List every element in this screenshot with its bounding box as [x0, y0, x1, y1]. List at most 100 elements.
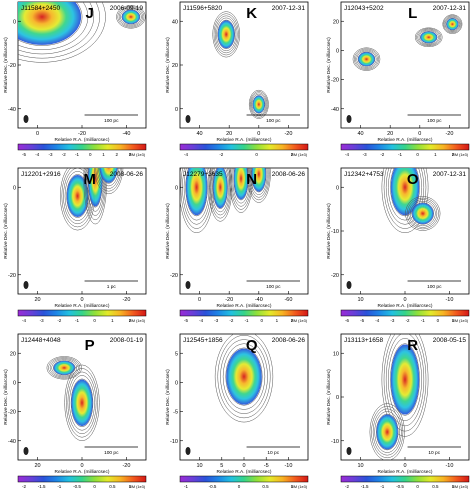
colorbar [340, 309, 470, 317]
contour-line [383, 168, 427, 229]
colorbar-tick-label: -4 [375, 318, 379, 323]
x-axis-label: Relative R.A. (milliarcsec) [217, 303, 272, 309]
colorbar-tick-label: -2 [406, 318, 410, 323]
x-tick-label: -20 [78, 131, 86, 137]
rm-component [71, 379, 93, 427]
rm-component [217, 20, 235, 49]
beam-ellipse [23, 115, 29, 123]
contour-line [390, 343, 420, 416]
x-tick-label: 0 [80, 463, 83, 469]
contour-line [18, 2, 106, 63]
colorbar [17, 143, 147, 151]
contour-line [18, 2, 89, 51]
colorbar-tick-label: 1 [276, 318, 279, 323]
colorbar-tick-label: 0.5 [432, 484, 439, 489]
x-tick-label: -20 [225, 297, 233, 303]
scale-bar-label: 100 pc [266, 284, 281, 290]
x-tick-label: 0 [418, 131, 421, 137]
contour-line [217, 335, 271, 419]
x-tick-label: 40 [357, 131, 363, 137]
beam-ellipse [346, 281, 352, 289]
contour-line [220, 339, 268, 414]
rm-component [358, 52, 375, 67]
y-tick-label: 20 [172, 63, 178, 69]
colorbar-tick-label: -4 [184, 152, 188, 157]
x-tick-label: 5 [220, 463, 223, 469]
contour-line [419, 31, 438, 44]
contour-line [248, 89, 269, 119]
scale-bar-label: 100 pc [104, 118, 119, 124]
contour-line [388, 168, 422, 221]
x-tick-label: 0 [403, 463, 406, 469]
contour-line [214, 15, 238, 54]
contour-line [183, 168, 210, 221]
scale-bar-label: 100 pc [427, 118, 442, 124]
contour-line [117, 6, 145, 28]
colorbar-tick-label: 0.5 [109, 484, 116, 489]
y-tick-label: -20 [331, 78, 339, 84]
contour-line [381, 334, 429, 437]
observation-date: 2007-12-31 [433, 5, 467, 12]
contour-line [118, 7, 143, 27]
contour-line [369, 403, 405, 460]
x-tick-label: 20 [226, 131, 232, 137]
contour-line [70, 378, 94, 428]
contour-line [94, 168, 124, 195]
colorbar [179, 309, 309, 317]
rm-component [185, 168, 208, 216]
rm-component [376, 414, 398, 450]
x-tick-label: -40 [122, 131, 130, 137]
colorbar-unit: RM (1e3) [291, 319, 308, 323]
panel-letter: J [86, 5, 94, 22]
rm-component [122, 9, 140, 24]
x-tick-label: 0 [36, 131, 39, 137]
contour-line [95, 168, 122, 192]
contour-line [416, 28, 442, 47]
x-tick-label: 10 [357, 297, 363, 303]
plot-frame [179, 1, 309, 129]
colorbar-tick-label: 0 [89, 152, 92, 157]
colorbar-unit: RM (1e3) [452, 153, 469, 157]
scale-bar-label: 100 pc [427, 284, 442, 290]
x-tick-label: -20 [445, 131, 453, 137]
colorbar-tick-label: 2 [115, 152, 118, 157]
source-name: J12545+1856 [183, 337, 223, 344]
x-axis-label: Relative R.A. (milliarcsec) [378, 303, 433, 309]
scale-bar-label: 100 pc [104, 450, 119, 456]
colorbar-tick-label: -1 [245, 318, 249, 323]
rm-component [99, 168, 118, 183]
colorbar-tick-label: 0 [255, 152, 258, 157]
contour-line [18, 2, 95, 55]
contour-line [250, 168, 268, 195]
beam-ellipse [23, 281, 29, 289]
y-tick-label: 0 [13, 185, 16, 191]
x-tick-label: -20 [122, 297, 130, 303]
colorbar-tick-label: -5 [22, 152, 26, 157]
x-axis-label: Relative R.A. (milliarcsec) [217, 469, 272, 475]
contour-line [376, 413, 399, 451]
colorbar-tick-label: -1.5 [361, 484, 369, 489]
source-name: J12448+4048 [21, 337, 61, 344]
rm-component [420, 31, 437, 44]
y-tick-label: -20 [331, 273, 339, 279]
colorbar-tick-label: 1 [102, 152, 105, 157]
colorbar-tick-label: -2 [57, 318, 61, 323]
colorbar-tick-label: 1 [111, 318, 114, 323]
colorbar-tick-label: -1 [75, 152, 79, 157]
contour-line [249, 91, 268, 118]
contour-line [353, 48, 379, 70]
contour-line [212, 11, 240, 58]
y-axis-label: Relative Dec. (milliarcsec) [165, 203, 171, 259]
contour-line [67, 371, 97, 435]
beam-ellipse [185, 115, 191, 123]
colorbar-tick-label: -1 [184, 484, 188, 489]
colorbar-tick-label: -4 [199, 318, 203, 323]
contour-line [443, 15, 462, 34]
colorbar-tick-label: 0.5 [262, 484, 269, 489]
colorbar-unit: RM (1e3) [452, 485, 469, 489]
colorbar-tick-label: -3 [214, 318, 218, 323]
